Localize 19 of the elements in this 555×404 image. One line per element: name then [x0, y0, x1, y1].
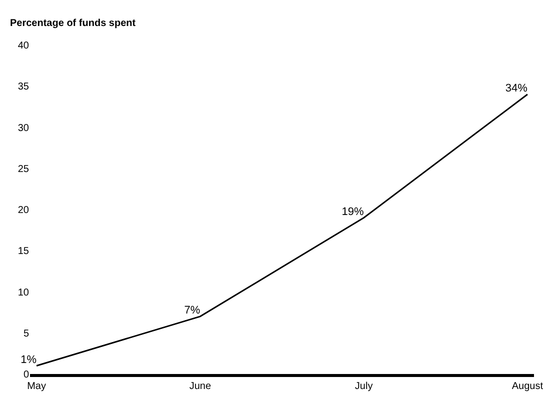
data-label: 34% — [505, 82, 528, 95]
data-label: 19% — [342, 206, 364, 218]
y-tick-label: 30 — [18, 122, 30, 134]
y-tick-label: 35 — [18, 82, 30, 93]
line-series — [36, 94, 528, 367]
data-label: 7% — [184, 304, 200, 317]
y-tick-label: 40 — [18, 40, 30, 52]
x-tick-label: July — [354, 381, 373, 392]
x-tick-label: May — [27, 381, 46, 392]
y-tick-label: 0 — [23, 370, 30, 380]
x-tick-label: August — [512, 381, 544, 392]
data-label: 1% — [20, 354, 37, 366]
y-tick-label: 20 — [18, 205, 30, 216]
y-tick-label: 5 — [23, 328, 30, 340]
x-tick-label: June — [189, 381, 212, 392]
y-tick-label: 25 — [18, 164, 30, 175]
y-tick-label: 15 — [18, 246, 30, 258]
y-tick-label: 10 — [18, 287, 30, 298]
y-axis-title: Percentage of funds spent — [10, 18, 136, 29]
